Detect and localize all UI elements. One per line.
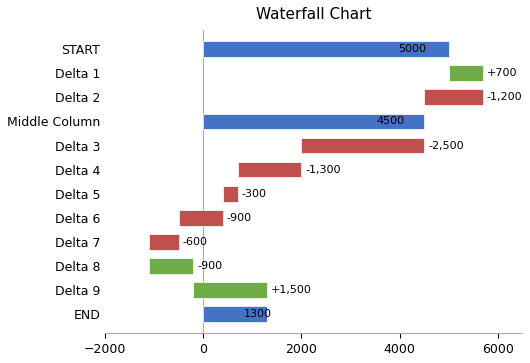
Text: -600: -600 bbox=[183, 237, 208, 247]
Bar bbox=[302, 138, 424, 154]
Text: -1,200: -1,200 bbox=[487, 92, 523, 102]
Title: Waterfall Chart: Waterfall Chart bbox=[256, 7, 372, 22]
Text: -1,300: -1,300 bbox=[305, 165, 341, 175]
Bar bbox=[149, 258, 193, 274]
Text: -300: -300 bbox=[242, 189, 267, 199]
Text: +700: +700 bbox=[487, 68, 517, 78]
Text: +1,500: +1,500 bbox=[271, 285, 312, 295]
Bar bbox=[203, 306, 267, 322]
Bar bbox=[424, 90, 483, 105]
Bar bbox=[193, 282, 267, 298]
Bar bbox=[203, 114, 424, 129]
Bar bbox=[149, 234, 179, 250]
Bar bbox=[203, 41, 448, 57]
Text: 4500: 4500 bbox=[377, 117, 405, 126]
Bar bbox=[237, 162, 302, 178]
Text: -900: -900 bbox=[227, 213, 252, 223]
Bar bbox=[179, 210, 223, 226]
Bar bbox=[448, 65, 483, 81]
Text: 1300: 1300 bbox=[243, 309, 271, 319]
Text: -900: -900 bbox=[197, 261, 223, 271]
Bar bbox=[223, 186, 237, 201]
Text: 5000: 5000 bbox=[398, 44, 426, 54]
Text: -2,500: -2,500 bbox=[428, 140, 464, 151]
